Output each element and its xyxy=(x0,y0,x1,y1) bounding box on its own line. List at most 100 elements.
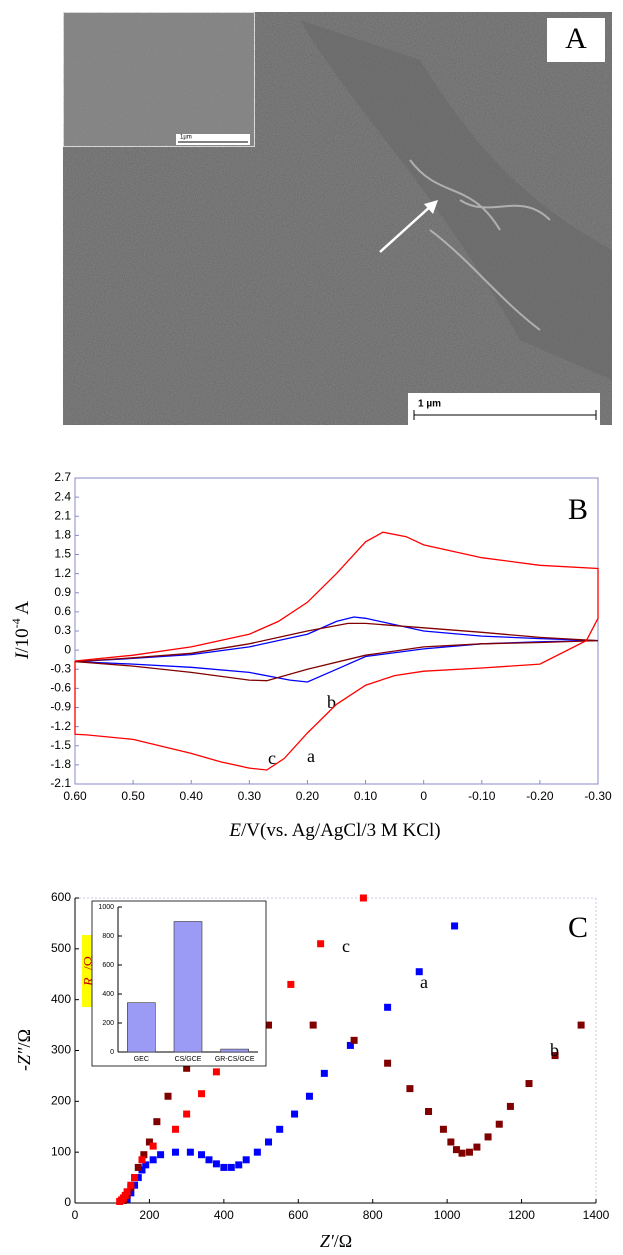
x-tick-label: GEC xyxy=(134,1056,149,1063)
point xyxy=(134,1163,142,1171)
y-tick-label: 200 xyxy=(51,1094,71,1108)
y-tick-label: 300 xyxy=(51,1043,71,1057)
x-tick-label: 1400 xyxy=(583,1208,610,1222)
x-tick-label: 0.30 xyxy=(238,789,262,803)
y-axis-label-part: /10 xyxy=(12,628,33,652)
point xyxy=(153,1118,161,1126)
y-tick-label: 400 xyxy=(51,992,71,1006)
point xyxy=(320,1069,328,1077)
x-tick-label: 0 xyxy=(72,1208,79,1222)
inset-y-label-part: R xyxy=(82,977,97,987)
point xyxy=(425,1108,433,1115)
point xyxy=(127,1189,135,1197)
y-axis-label-part: A xyxy=(12,601,33,619)
point xyxy=(164,1092,172,1100)
point xyxy=(142,1161,150,1169)
point xyxy=(131,1174,139,1182)
y-axis-label: I/10-4 A xyxy=(9,601,34,660)
sem-panel: 1µm A 1 µm xyxy=(62,11,612,425)
y-tick-label: 600 xyxy=(102,962,114,969)
point xyxy=(406,1085,414,1093)
point xyxy=(145,1138,153,1146)
x-tick-label: 0.60 xyxy=(63,789,87,803)
y-tick-label: -2.1 xyxy=(50,776,71,790)
x-tick-label: -0.30 xyxy=(584,789,612,803)
y-tick-label: 500 xyxy=(51,941,71,955)
y-tick-label: 100 xyxy=(51,1144,71,1158)
x-axis-label: Z′/Ω xyxy=(320,1231,352,1251)
point xyxy=(134,1174,142,1182)
point xyxy=(212,1068,220,1076)
point xyxy=(121,1191,129,1199)
y-tick-label: 0.9 xyxy=(54,585,71,599)
point xyxy=(205,1156,213,1164)
x-axis-label-part: Z′ xyxy=(320,1231,335,1251)
point xyxy=(276,1125,284,1133)
x-axis-label: E/V(vs. Ag/AgCl/3 M KCl) xyxy=(228,820,440,841)
x-tick-label: GR-CS/GCE xyxy=(215,1056,255,1063)
y-tick-label: 200 xyxy=(102,1020,114,1027)
bar xyxy=(220,1048,249,1053)
sem-fibers xyxy=(409,159,551,331)
x-tick-label: 0.50 xyxy=(121,789,145,803)
y-tick-label: -1.2 xyxy=(50,719,71,733)
y-tick-label: 1.8 xyxy=(54,528,71,542)
y-tick-label: 0 xyxy=(64,642,71,656)
x-tick-label: 0.10 xyxy=(354,789,378,803)
point xyxy=(359,894,367,902)
point xyxy=(287,980,295,988)
point xyxy=(265,1138,273,1146)
point xyxy=(183,1064,191,1072)
point xyxy=(171,1125,179,1133)
y-tick-label: 2.7 xyxy=(54,470,71,484)
point xyxy=(198,1151,206,1159)
x-tick-label: 800 xyxy=(363,1208,383,1222)
point xyxy=(157,1151,165,1159)
x-axis-label-part: /Ω xyxy=(334,1231,352,1251)
y-tick-label: -1.8 xyxy=(50,757,71,771)
point xyxy=(305,1092,313,1100)
point xyxy=(140,1151,148,1159)
curve-label: a xyxy=(420,972,428,992)
y-tick-label: 0.3 xyxy=(54,623,71,637)
x-tick-label: 400 xyxy=(214,1208,234,1222)
point xyxy=(198,1090,206,1098)
inset-scale-box xyxy=(176,134,250,145)
panel-label: A xyxy=(565,22,587,55)
point xyxy=(577,1021,585,1029)
point xyxy=(138,1166,146,1174)
point xyxy=(495,1120,503,1128)
point xyxy=(473,1143,481,1151)
y-axis-label-part: -4 xyxy=(9,618,23,628)
point xyxy=(127,1181,135,1189)
curve-label: c xyxy=(268,748,276,768)
y-tick-label: 400 xyxy=(102,991,114,998)
point xyxy=(265,1021,273,1029)
bar xyxy=(173,921,203,1053)
point xyxy=(149,1156,157,1164)
y-tick-label: 0 xyxy=(110,1049,114,1056)
y-tick-label: -0.6 xyxy=(50,681,71,695)
bar xyxy=(127,1002,156,1053)
point xyxy=(447,1138,455,1146)
x-tick-label: 600 xyxy=(288,1208,308,1222)
cv-curve xyxy=(74,622,599,682)
arrow-head xyxy=(424,200,438,214)
point xyxy=(484,1133,492,1141)
x-tick-label: CS/GCE xyxy=(175,1056,202,1063)
panel-label: B xyxy=(568,493,588,526)
point xyxy=(291,1110,299,1118)
y-tick-label: 1000 xyxy=(98,904,114,911)
y-axis-label: -Z″/Ω xyxy=(14,1029,34,1071)
y-tick-label: 0.6 xyxy=(54,604,71,618)
cv-curve xyxy=(74,616,599,683)
y-tick-label: -0.9 xyxy=(50,700,71,714)
point xyxy=(346,1041,354,1049)
scale-label: 1 µm xyxy=(418,399,441,410)
x-tick-label: 200 xyxy=(139,1208,159,1222)
point xyxy=(138,1156,146,1164)
panel-label-box xyxy=(547,18,605,62)
y-tick-label: 1.2 xyxy=(54,566,71,580)
curve-label: c xyxy=(342,936,350,956)
